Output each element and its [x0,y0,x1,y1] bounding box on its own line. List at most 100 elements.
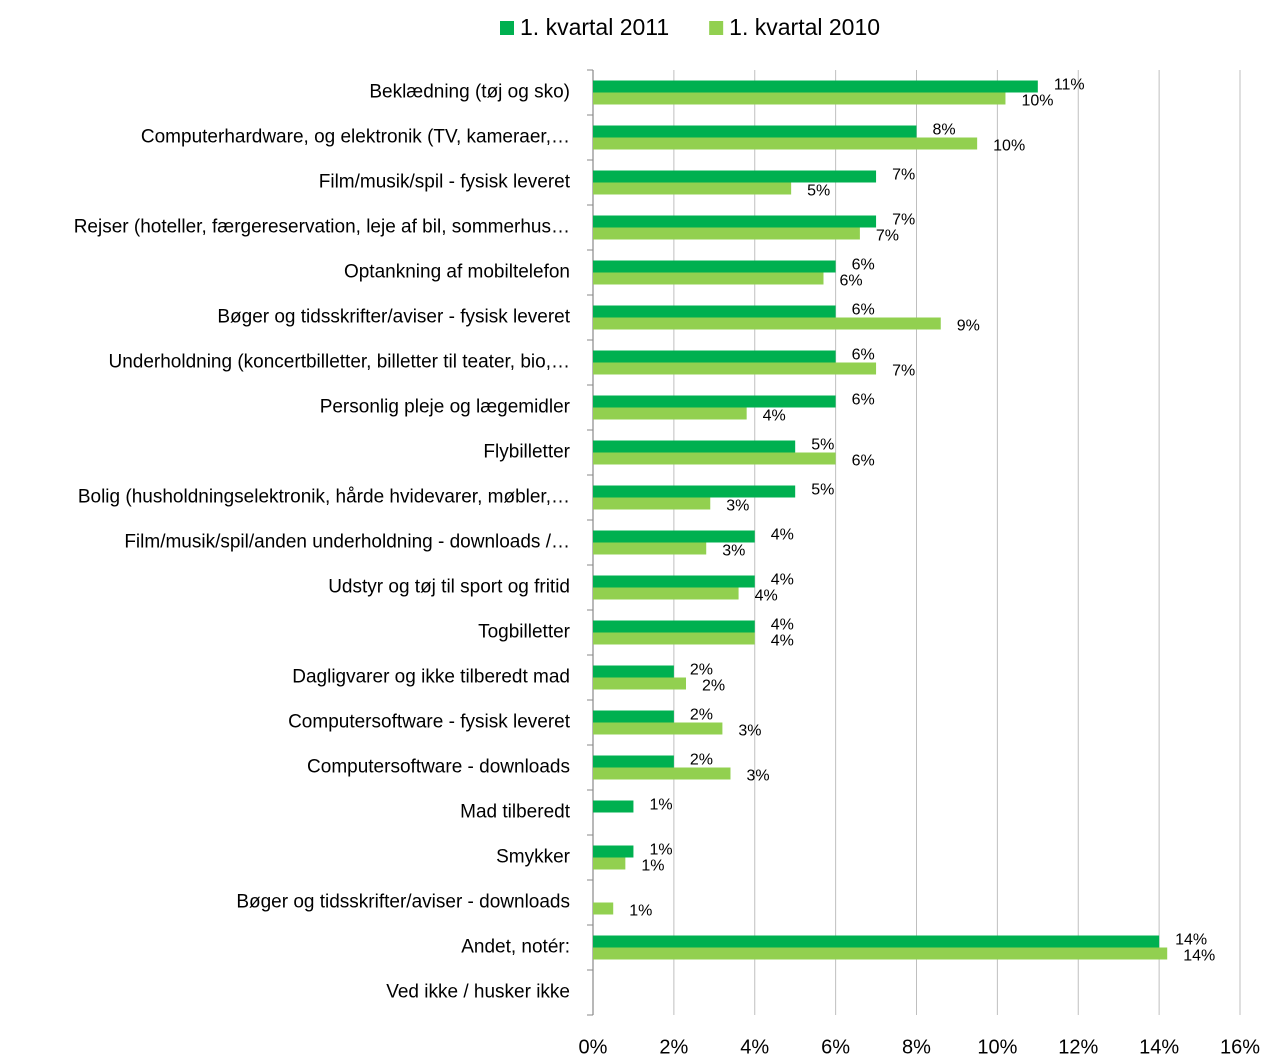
category-label: Flybilletter [483,442,570,463]
bar [593,767,731,780]
category-label: Computersoftware - fysisk leveret [288,712,571,733]
legend-swatch [709,21,724,35]
bar [593,665,674,678]
category-label: Togbilletter [478,622,571,643]
category-label: Film/musik/spil - fysisk leveret [319,172,571,193]
legend-label: 1. kvartal 2010 [729,14,880,40]
value-label: 8% [933,122,956,139]
value-label: 6% [852,453,875,470]
bar [593,350,836,363]
category-label: Mad tilberedt [460,802,571,823]
value-label: 3% [722,543,745,560]
value-label: 7% [876,228,899,245]
value-label: 14% [1175,932,1207,949]
x-tick-label: 6% [821,1036,850,1057]
bar [593,260,836,273]
x-tick-label: 0% [579,1036,608,1057]
value-label: 5% [811,437,834,454]
value-label: 2% [690,752,713,769]
bar [593,305,836,318]
bar [593,587,739,600]
bar [593,272,824,285]
value-label: 2% [690,707,713,724]
bar [593,947,1168,960]
value-label: 1% [649,842,672,859]
legend-label: 1. kvartal 2011 [520,14,669,40]
bar [593,575,755,588]
category-label: Film/musik/spil/anden underholdning - do… [124,532,570,553]
value-label: 4% [771,633,794,650]
category-label: Ved ikke / husker ikke [386,982,570,1003]
bar [593,857,626,870]
value-label: 6% [852,257,875,274]
bar [593,92,1006,105]
category-label: Bolig (husholdningselektronik, hårde hvi… [78,487,570,508]
bar [593,800,634,813]
category-label: Beklædning (tøj og sko) [369,82,570,103]
x-tick-label: 16% [1220,1036,1260,1057]
value-label: 4% [763,408,786,425]
bar [593,677,687,690]
bar [593,497,711,510]
bar [593,902,614,915]
category-label: Underholdning (koncertbilletter, billett… [108,352,570,373]
value-label: 11% [1054,77,1085,94]
bar [593,542,707,555]
category-label: Personlig pleje og lægemidler [320,397,571,418]
bar [593,215,877,228]
value-label: 2% [702,678,725,695]
x-tick-label: 4% [740,1036,769,1057]
value-label: 1% [649,797,672,814]
category-label: Rejser (hoteller, færgereservation, leje… [74,217,570,238]
bar [593,935,1160,948]
bar [593,182,792,195]
value-label: 4% [771,617,794,634]
value-label: 3% [746,768,769,785]
bar [593,137,978,150]
category-label: Bøger og tidsskrifter/aviser - fysisk le… [217,307,570,328]
value-label: 1% [641,858,664,875]
bar [593,722,723,735]
bar [593,530,755,543]
bar [593,845,634,858]
value-label: 4% [771,572,794,589]
value-label: 3% [738,723,761,740]
category-label: Andet, notér: [461,937,570,958]
x-tick-label: 12% [1058,1036,1098,1057]
value-label: 5% [807,183,830,200]
category-label: Computersoftware - downloads [307,757,570,778]
value-label: 14% [1183,948,1215,965]
bar [593,620,755,633]
value-label: 5% [811,482,834,499]
value-label: 6% [839,273,862,290]
bar [593,755,674,768]
value-label: 3% [726,498,749,515]
bar [593,125,917,138]
bar [593,485,796,498]
value-label: 1% [629,903,652,920]
x-tick-label: 10% [977,1036,1017,1057]
value-label: 2% [690,662,713,679]
category-label: Optankning af mobiltelefon [344,262,570,283]
bar [593,452,836,465]
value-label: 10% [993,138,1025,155]
x-tick-label: 8% [902,1036,931,1057]
value-label: 9% [957,318,980,335]
value-label: 6% [852,392,875,409]
bar [593,440,796,453]
bar [593,395,836,408]
value-label: 4% [755,588,778,605]
category-label: Udstyr og tøj til sport og fritid [328,577,570,598]
value-label: 10% [1021,93,1053,110]
value-label: 6% [852,302,875,319]
value-label: 7% [892,363,915,380]
category-label: Computerhardware, og elektronik (TV, kam… [141,127,570,148]
value-label: 6% [852,347,875,364]
value-label: 7% [892,167,915,184]
bar [593,362,877,375]
bar [593,227,860,240]
category-label: Bøger og tidsskrifter/aviser - downloads [236,892,570,913]
x-tick-label: 2% [659,1036,688,1057]
bar [593,407,747,420]
